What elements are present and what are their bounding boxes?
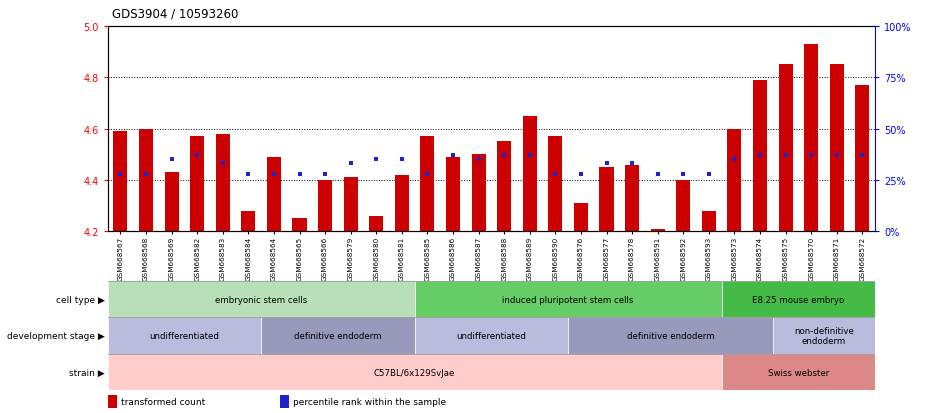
Bar (318, 180, 332, 232)
Point (267, 171, 282, 178)
Bar (261, 318, 415, 354)
Text: Swiss webster: Swiss webster (768, 368, 829, 377)
Point (855, 152, 870, 159)
Point (190, 152, 205, 159)
Bar (829, 65, 844, 232)
Point (369, 157, 384, 163)
Bar (241, 211, 256, 232)
Text: development stage ▶: development stage ▶ (7, 331, 105, 340)
Bar (727, 129, 741, 232)
Bar (651, 229, 665, 232)
Text: definitive endoderm: definitive endoderm (627, 331, 714, 340)
Text: non-definitive
endoderm: non-definitive endoderm (794, 326, 854, 345)
Point (420, 171, 435, 178)
Bar (574, 204, 588, 232)
Bar (280, 395, 289, 408)
Bar (344, 178, 358, 232)
Point (727, 157, 742, 163)
Point (753, 152, 768, 159)
Point (164, 157, 179, 163)
Bar (497, 142, 511, 232)
Bar (522, 116, 537, 232)
Bar (599, 168, 614, 232)
Point (676, 171, 691, 178)
Text: undifferentiated: undifferentiated (457, 331, 526, 340)
Bar (415, 318, 568, 354)
Bar (856, 86, 870, 232)
Bar (267, 157, 281, 232)
Bar (420, 137, 434, 232)
Bar (415, 281, 722, 318)
Bar (165, 173, 179, 232)
Point (394, 157, 409, 163)
Point (471, 157, 486, 163)
Point (829, 152, 844, 159)
Point (522, 152, 537, 159)
Bar (108, 354, 722, 390)
Text: definitive endoderm: definitive endoderm (294, 331, 382, 340)
Point (548, 171, 563, 178)
Bar (190, 137, 204, 232)
Bar (215, 134, 230, 232)
Bar (113, 132, 127, 232)
Bar (369, 216, 384, 232)
Bar (804, 45, 818, 232)
Point (778, 152, 793, 159)
Bar (722, 354, 875, 390)
Bar (108, 395, 117, 408)
Bar (753, 81, 768, 232)
Text: E8.25 mouse embryo: E8.25 mouse embryo (753, 295, 844, 304)
Point (624, 161, 639, 167)
Bar (139, 129, 154, 232)
Point (241, 171, 256, 178)
Bar (773, 318, 875, 354)
Bar (472, 155, 486, 232)
Point (599, 161, 614, 167)
Text: embryonic stem cells: embryonic stem cells (215, 295, 307, 304)
Text: undifferentiated: undifferentiated (150, 331, 219, 340)
Bar (779, 65, 793, 232)
Text: strain ▶: strain ▶ (68, 368, 105, 377)
Text: GDS3904 / 10593260: GDS3904 / 10593260 (112, 8, 239, 21)
Point (317, 171, 332, 178)
Bar (108, 281, 415, 318)
Text: percentile rank within the sample: percentile rank within the sample (293, 397, 446, 406)
Bar (676, 180, 691, 232)
Point (497, 152, 512, 159)
Bar (548, 137, 563, 232)
Point (701, 171, 716, 178)
Text: C57BL/6x129SvJae: C57BL/6x129SvJae (374, 368, 455, 377)
Point (215, 161, 230, 167)
Point (139, 171, 154, 178)
Bar (395, 176, 409, 232)
Bar (625, 165, 639, 232)
Point (446, 152, 461, 159)
Point (113, 171, 128, 178)
Bar (108, 318, 261, 354)
Bar (702, 211, 716, 232)
Text: cell type ▶: cell type ▶ (55, 295, 105, 304)
Bar (446, 157, 461, 232)
Bar (722, 281, 875, 318)
Bar (292, 219, 307, 232)
Text: transformed count: transformed count (121, 397, 205, 406)
Point (344, 161, 358, 167)
Bar (568, 318, 773, 354)
Point (292, 171, 307, 178)
Point (804, 152, 819, 159)
Point (574, 171, 589, 178)
Text: induced pluripotent stem cells: induced pluripotent stem cells (503, 295, 634, 304)
Point (651, 171, 665, 178)
